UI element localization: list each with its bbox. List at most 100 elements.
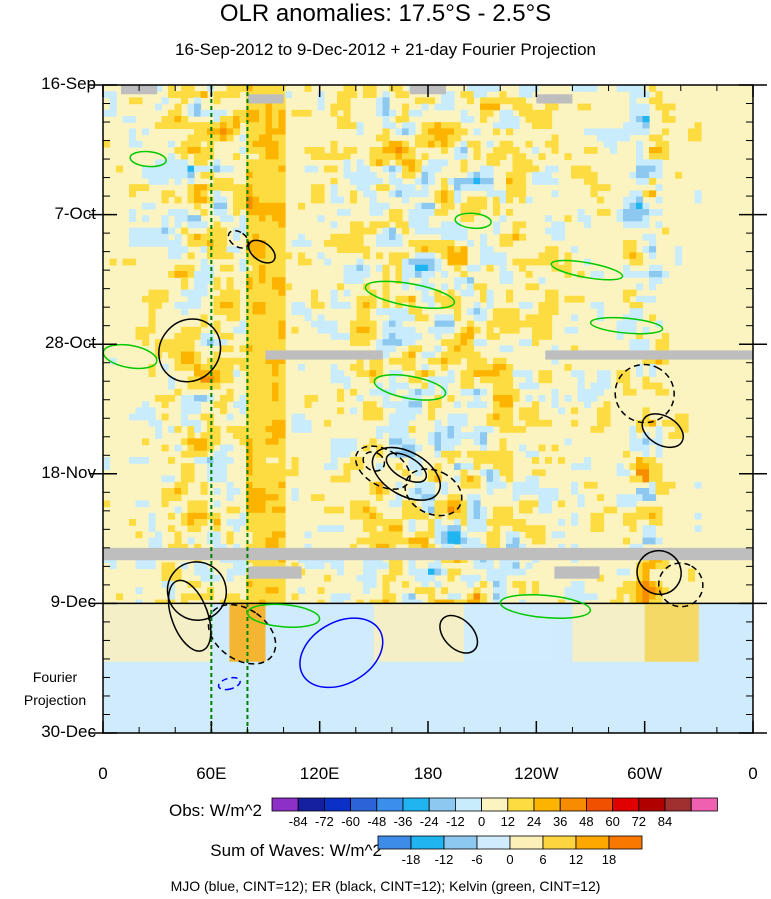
field-cell — [415, 190, 423, 198]
field-cell — [512, 184, 520, 191]
field-cell — [486, 475, 494, 483]
field-cell — [395, 401, 403, 408]
field-cell — [220, 339, 228, 346]
field-cell — [298, 426, 306, 433]
field-cell — [538, 252, 546, 260]
field-cell — [161, 190, 169, 198]
field-cell — [389, 85, 397, 92]
field-cell — [278, 109, 286, 117]
field-cell — [233, 326, 241, 334]
field-cell — [161, 116, 169, 123]
field-cell — [629, 519, 637, 526]
field-cell — [382, 147, 390, 154]
field-cell — [363, 525, 371, 532]
field-cell — [252, 165, 260, 173]
field-cell — [480, 450, 488, 458]
field-cell — [252, 519, 260, 526]
field-cell — [642, 382, 650, 390]
field-cell — [168, 122, 176, 129]
field-cell — [272, 438, 280, 446]
field-cell — [259, 450, 267, 458]
field-cell — [324, 326, 332, 334]
field-cell — [356, 246, 364, 253]
field-cell — [265, 407, 273, 415]
field-cell — [265, 581, 273, 588]
field-cell — [460, 339, 468, 346]
field-cell — [532, 116, 540, 123]
field-cell — [356, 364, 364, 371]
field-cell — [506, 140, 514, 148]
field-cell — [174, 147, 182, 154]
field-cell — [447, 450, 455, 458]
field-cell — [629, 463, 637, 470]
field-cell — [506, 519, 514, 526]
field-cell — [168, 240, 176, 247]
field-cell — [343, 165, 351, 173]
field-cell — [421, 488, 429, 495]
field-cell — [376, 357, 384, 365]
field-cell — [148, 308, 156, 315]
field-cell — [389, 345, 397, 353]
field-cell — [155, 165, 163, 173]
field-cell — [376, 488, 384, 495]
field-cell — [265, 413, 273, 421]
field-cell — [512, 326, 520, 334]
field-cell — [109, 91, 117, 98]
field-cell — [278, 432, 286, 439]
field-cell — [402, 153, 410, 160]
field-cell — [434, 519, 442, 526]
field-cell — [161, 233, 169, 241]
field-cell — [590, 147, 598, 154]
field-cell — [447, 190, 455, 198]
field-cell — [181, 140, 189, 148]
field-cell — [187, 122, 195, 129]
field-cell — [174, 537, 182, 545]
field-cell — [532, 333, 540, 340]
field-cell — [213, 543, 221, 551]
field-cell — [428, 171, 436, 179]
field-cell — [415, 271, 423, 278]
field-cell — [343, 91, 351, 98]
field-cell — [636, 103, 644, 111]
field-cell — [415, 240, 423, 247]
field-cell — [194, 444, 202, 452]
field-cell — [389, 432, 397, 439]
field-cell — [278, 258, 286, 266]
field-cell — [525, 562, 533, 570]
field-cell — [486, 568, 494, 576]
field-cell — [324, 419, 332, 427]
field-cell — [246, 426, 254, 433]
field-cell — [220, 401, 228, 408]
field-cell — [161, 574, 169, 582]
field-cell — [259, 140, 267, 148]
field-cell — [532, 401, 540, 408]
field-cell — [174, 233, 182, 241]
field-cell — [655, 562, 663, 570]
field-cell — [395, 407, 403, 415]
field-cell — [155, 432, 163, 439]
field-cell — [194, 370, 202, 377]
field-cell — [187, 221, 195, 229]
field-cell — [350, 457, 358, 464]
field-cell — [181, 345, 189, 353]
field-cell — [499, 382, 507, 390]
field-cell — [252, 221, 260, 229]
field-cell — [226, 277, 234, 284]
field-cell — [226, 568, 234, 576]
field-cell — [239, 215, 247, 222]
field-cell — [382, 128, 390, 136]
field-cell — [662, 271, 670, 278]
field-cell — [538, 302, 546, 309]
field-cell — [220, 333, 228, 340]
field-cell — [389, 227, 397, 235]
field-cell — [655, 165, 663, 173]
field-cell — [213, 196, 221, 204]
field-cell — [376, 252, 384, 260]
field-cell — [252, 587, 260, 594]
field-cell — [415, 469, 423, 477]
field-cell — [272, 103, 280, 111]
field-cell — [142, 326, 150, 334]
field-cell — [610, 506, 618, 514]
field-cell — [343, 264, 351, 272]
field-cell — [551, 165, 559, 173]
